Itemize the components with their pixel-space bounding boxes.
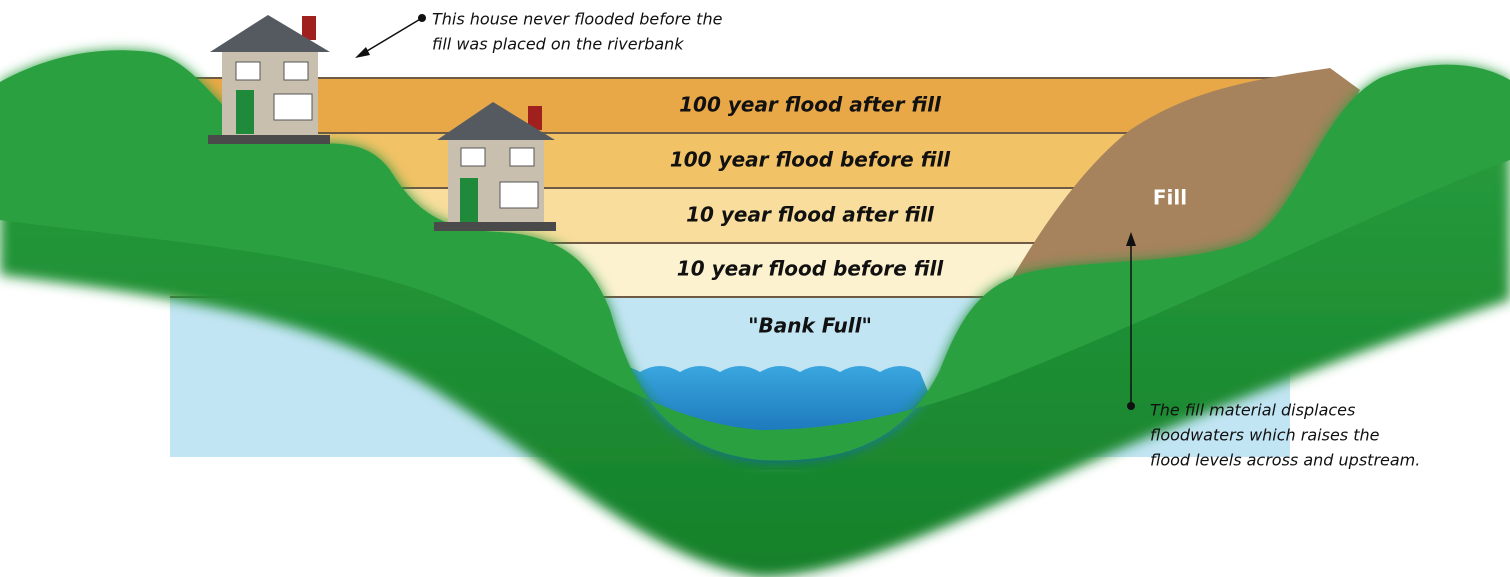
house [208,15,330,144]
annotation-text: This house never flooded before the [432,10,723,29]
band-label: "Bank Full" [748,314,872,338]
band-label: 10 year flood after fill [686,203,935,227]
annotation-text: The fill material displaces [1150,401,1355,420]
diagram: 100 year flood after fill 100 year flood… [0,0,1510,577]
band-label: 10 year flood before fill [677,257,945,281]
annotation-pointer [355,14,426,58]
band-label: 100 year flood after fill [679,93,942,117]
annotation-text: floodwaters which raises the [1150,426,1380,445]
annotation-text: flood levels across and upstream. [1150,451,1420,470]
fill-label: Fill [1153,186,1187,210]
band-label: 100 year flood before fill [670,148,951,172]
annotation-text: fill was placed on the riverbank [432,35,684,54]
